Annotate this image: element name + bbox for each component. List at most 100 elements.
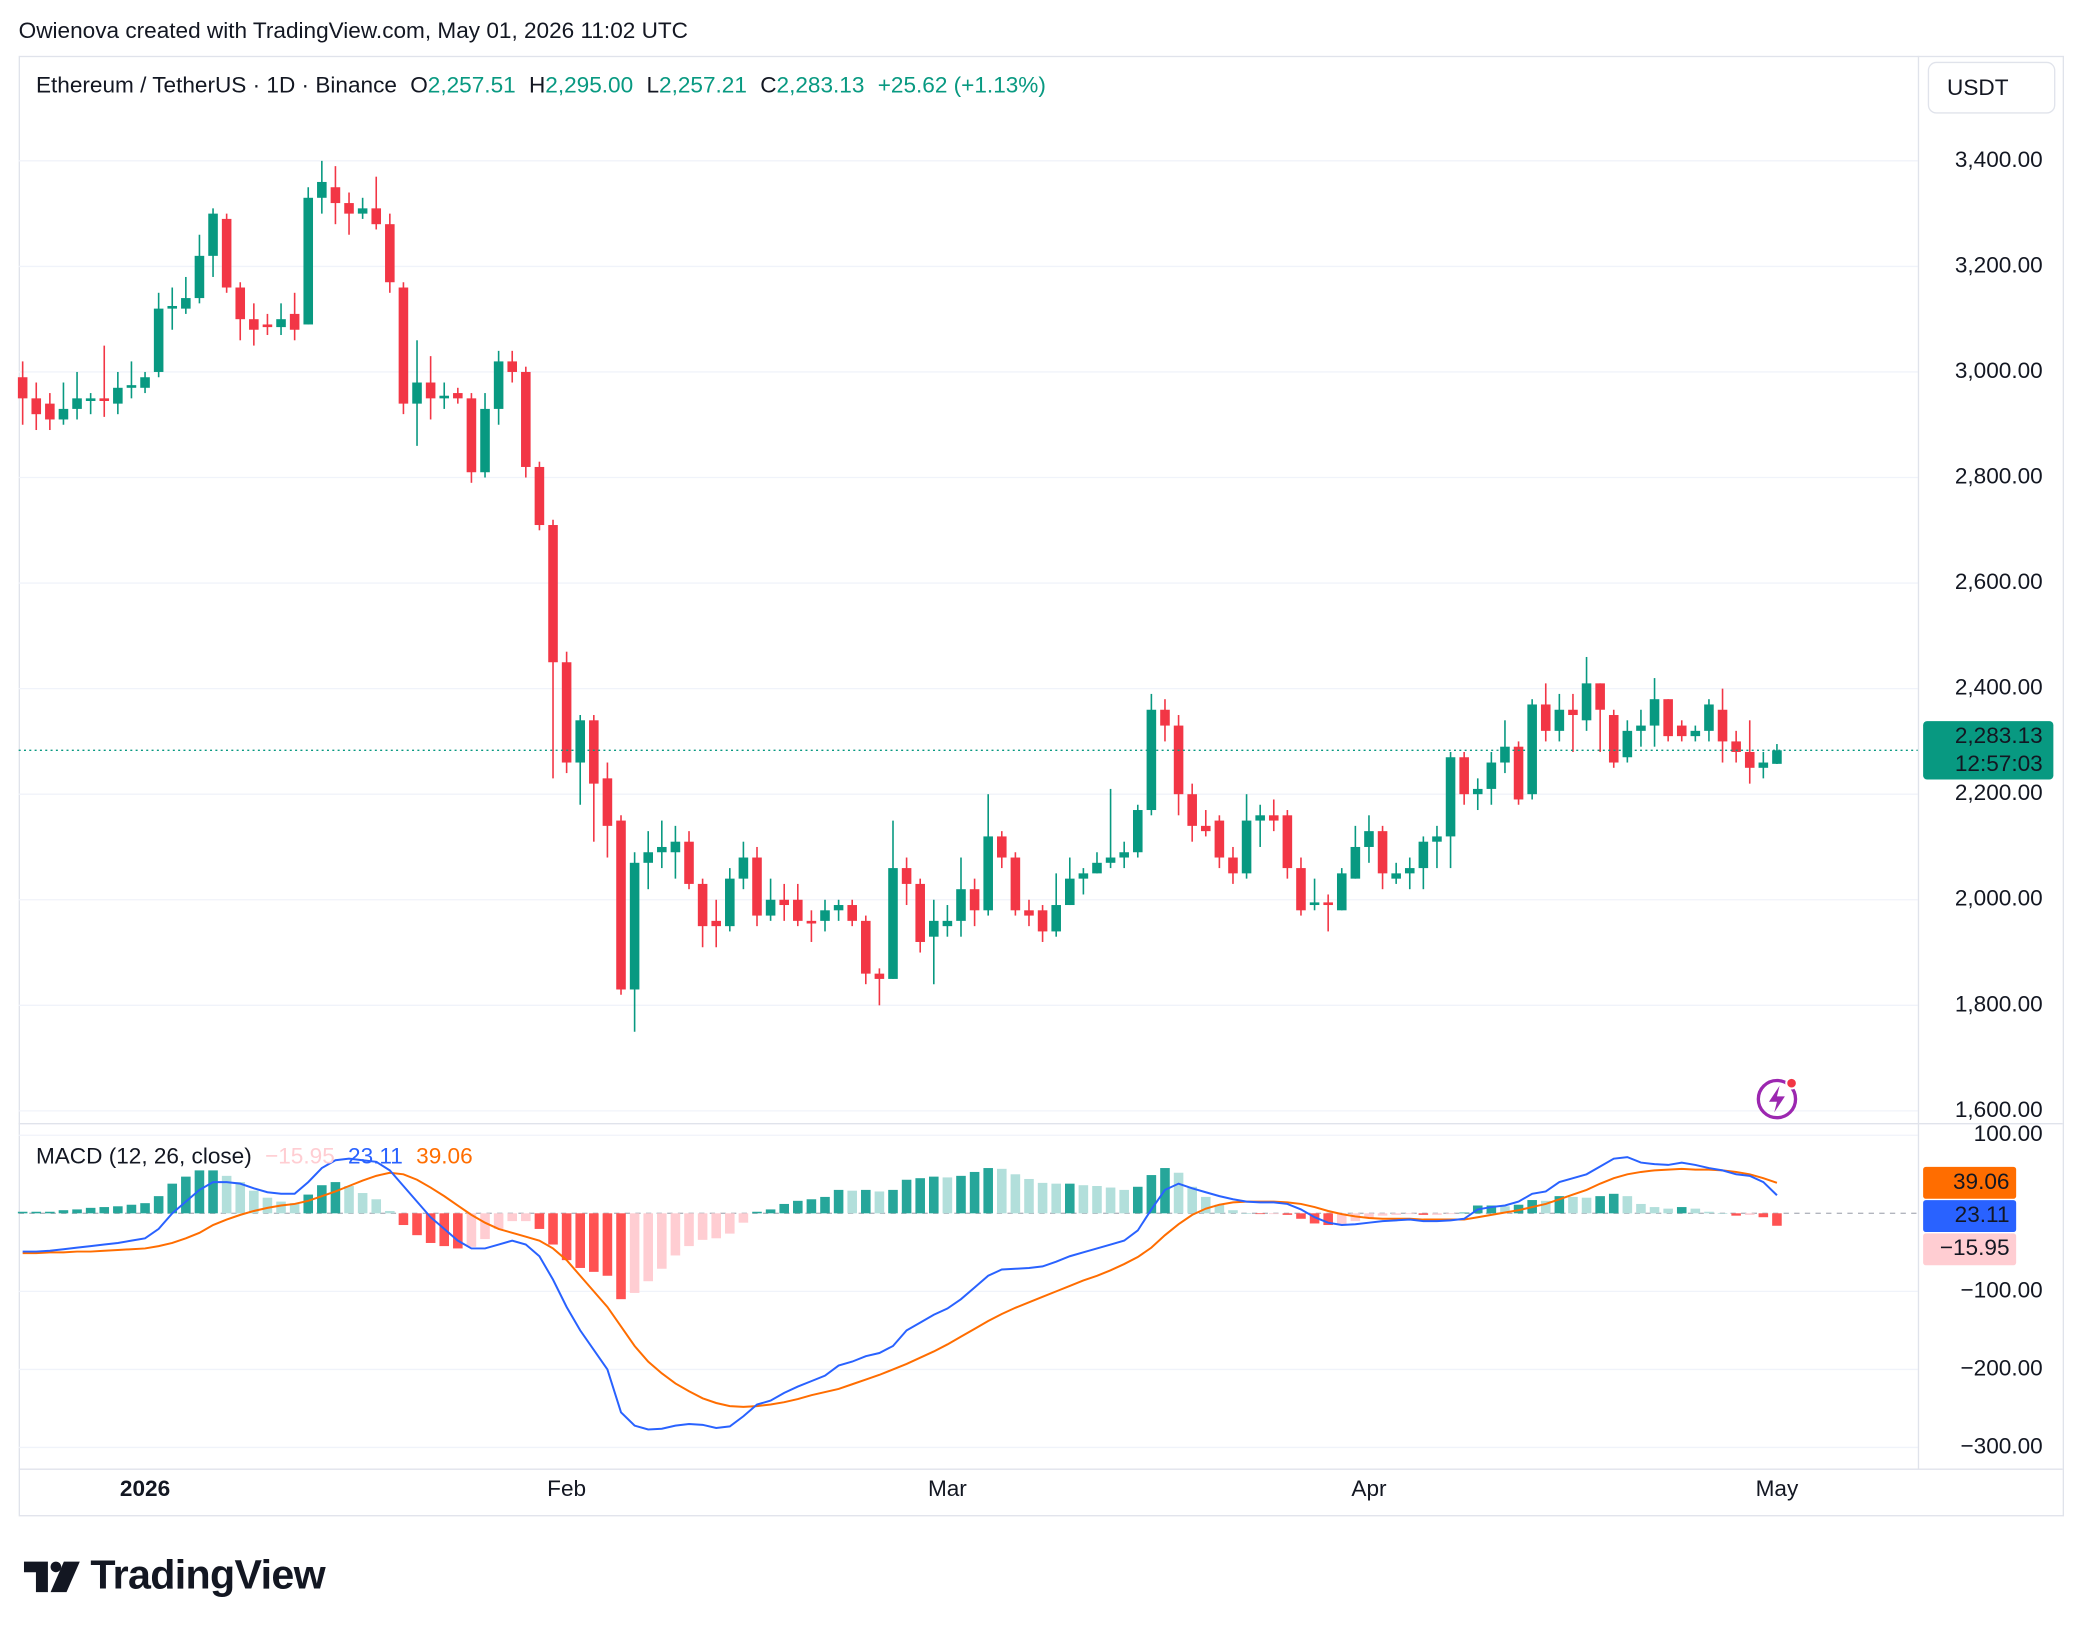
- histogram-bar: [1676, 1207, 1687, 1214]
- candle-body: [1595, 683, 1605, 710]
- histogram-bar: [657, 1213, 667, 1269]
- histogram-bar: [1459, 1212, 1469, 1214]
- alert-icon[interactable]: [1756, 1076, 1798, 1120]
- candle-body: [616, 820, 626, 990]
- candle-body: [425, 382, 436, 399]
- histogram-bar: [983, 1168, 993, 1214]
- histogram-bar: [1445, 1213, 1456, 1215]
- candle-body: [1255, 815, 1265, 821]
- candle-body: [1309, 902, 1320, 906]
- candle-body: [1690, 730, 1701, 737]
- histogram-bar: [507, 1213, 518, 1222]
- macd-legend: MACD (12, 26, close) −15.95 23.11 39.06: [36, 1144, 473, 1169]
- candle-body: [589, 720, 599, 784]
- histogram-bar: [385, 1210, 395, 1214]
- histogram-bar: [629, 1213, 640, 1293]
- candle-body: [1364, 831, 1374, 847]
- candle-body: [181, 298, 191, 309]
- histogram-bar: [493, 1213, 504, 1229]
- histogram-bar: [1146, 1175, 1157, 1214]
- histogram-bar: [303, 1194, 314, 1214]
- logo-icon: [23, 1561, 80, 1593]
- y-tick-label: 2,000.00: [1955, 886, 2043, 911]
- histogram-bar: [1568, 1196, 1578, 1214]
- ohlc-value: 2,257.51: [428, 72, 516, 97]
- histogram-bar: [208, 1170, 218, 1214]
- candle-body: [1527, 704, 1537, 795]
- candle-body: [1744, 751, 1755, 768]
- candle-body: [439, 395, 450, 399]
- candle-body: [561, 662, 572, 763]
- candle-body: [697, 883, 708, 927]
- histogram-bar: [1595, 1196, 1605, 1214]
- histogram-bar: [806, 1199, 817, 1214]
- histogram-bar: [1772, 1213, 1782, 1226]
- candle-body: [1472, 788, 1483, 795]
- histogram-bar: [1119, 1189, 1129, 1214]
- y-tick-label: −200.00: [1960, 1355, 2042, 1380]
- candle-body: [344, 203, 354, 214]
- histogram-bar: [1024, 1178, 1034, 1214]
- histogram-bar: [616, 1213, 626, 1300]
- histogram-bar: [17, 1211, 28, 1214]
- histogram-bar: [1214, 1204, 1225, 1214]
- histogram-bar: [1228, 1210, 1238, 1214]
- y-tick-label: 1,800.00: [1955, 991, 2043, 1016]
- y-tick-label: 2,600.00: [1955, 569, 2043, 594]
- x-tick-label: 2026: [120, 1476, 170, 1501]
- candle-body: [888, 868, 898, 979]
- candle-body: [1228, 857, 1238, 874]
- histogram-bar: [1608, 1193, 1619, 1214]
- currency[interactable]: USDT: [1947, 75, 2009, 100]
- histogram-bar: [45, 1211, 55, 1214]
- histogram-bar: [1391, 1213, 1401, 1215]
- candle-body: [385, 224, 395, 283]
- candle-body: [820, 910, 830, 921]
- histogram-bar: [140, 1203, 150, 1214]
- candle-body: [684, 841, 694, 884]
- candle-body: [1459, 757, 1469, 795]
- histogram-bar: [480, 1213, 490, 1240]
- currency-button[interactable]: [1927, 61, 2056, 114]
- candle-body: [1296, 868, 1306, 911]
- histogram-bar: [1418, 1213, 1429, 1215]
- ohlc-value: 2,283.13: [777, 72, 865, 97]
- histogram-bar: [126, 1204, 137, 1214]
- candle-body: [1282, 815, 1293, 869]
- candle-body: [1418, 841, 1429, 869]
- y-tick-label: 3,200.00: [1955, 252, 2043, 277]
- candle-body: [1608, 715, 1619, 763]
- candle-body: [208, 213, 218, 256]
- candle-body: [725, 878, 735, 927]
- histogram-tag-label: −15.95: [1940, 1235, 2010, 1260]
- macd-tag-label: 23.11: [1955, 1202, 2010, 1227]
- histogram-bar: [1404, 1213, 1415, 1215]
- candle-body: [643, 852, 653, 863]
- candle-body: [1268, 815, 1279, 821]
- histogram-bar: [684, 1213, 694, 1247]
- x-tick-label: May: [1756, 1476, 1799, 1501]
- candle-body: [1065, 878, 1075, 906]
- histogram-bar: [357, 1193, 368, 1214]
- histogram-bar: [1622, 1196, 1633, 1214]
- histogram-bar: [942, 1177, 953, 1214]
- x-tick-label: Apr: [1351, 1476, 1387, 1501]
- histogram-bar: [711, 1213, 721, 1239]
- histogram-bar: [670, 1213, 681, 1256]
- histogram-bar: [697, 1213, 708, 1240]
- candle-body: [1377, 831, 1388, 874]
- candle-body: [1350, 846, 1361, 879]
- histogram-bar: [779, 1203, 789, 1214]
- signal-value: 39.06: [416, 1144, 473, 1169]
- y-tick-label: −300.00: [1960, 1433, 2042, 1458]
- histogram-bar: [1187, 1186, 1197, 1214]
- histogram-bar: [1432, 1213, 1442, 1215]
- histogram-bar: [575, 1213, 586, 1268]
- histogram-bar: [1241, 1213, 1252, 1214]
- candle-body: [1024, 910, 1034, 916]
- histogram-bar: [317, 1185, 327, 1214]
- candle-body: [969, 889, 980, 911]
- candle-body: [793, 899, 803, 921]
- histogram-value: −15.95: [265, 1144, 335, 1169]
- macd-tag: [1923, 1200, 2017, 1233]
